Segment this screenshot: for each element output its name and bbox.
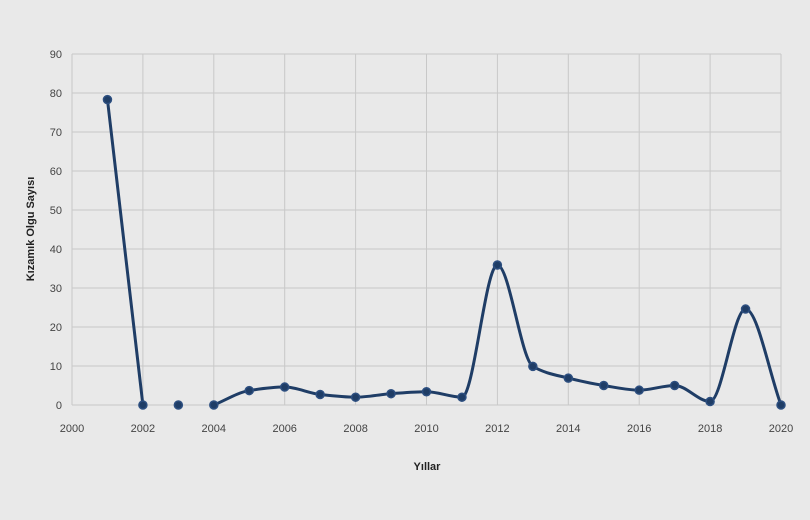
data-point [776,400,786,410]
y-axis-ticks: 0 10 20 30 40 50 60 70 80 90 [50,49,62,412]
data-point [279,382,290,392]
x-axis-title: Yıllar [414,461,442,473]
x-tick-label: 2012 [485,423,509,435]
y-tick-label: 20 [50,322,62,334]
y-tick-label: 30 [50,283,62,295]
y-tick-label: 0 [56,400,62,412]
data-point [244,385,254,396]
series-points [102,94,786,410]
data-point [634,385,644,395]
y-tick-label: 80 [50,88,62,100]
x-tick-label: 2000 [60,423,84,435]
y-tick-label: 10 [50,361,62,373]
x-tick-label: 2002 [131,423,155,435]
x-tick-label: 2020 [769,423,793,435]
data-point [563,373,574,383]
data-point [138,400,148,410]
y-tick-label: 60 [50,166,62,178]
data-point [386,388,396,399]
grid [71,53,782,406]
data-point [705,396,715,407]
y-tick-label: 90 [50,49,62,61]
x-tick-label: 2010 [414,423,438,435]
data-point [528,361,538,372]
series-lines [105,98,783,407]
y-axis-title: Kızamık Olgu Sayısı [25,177,37,282]
data-point [457,392,467,402]
data-point [102,94,113,105]
y-tick-label: 40 [50,244,62,256]
data-point [350,392,361,402]
data-point [173,400,184,410]
x-axis-ticks: 2000 2002 2004 2006 2008 2010 2012 2014 2016 2018… [60,423,793,435]
x-tick-label: 2006 [272,423,296,435]
y-tick-label: 50 [50,205,62,217]
data-point [209,400,219,410]
data-point [669,380,680,391]
data-point [492,260,503,270]
data-point [421,386,432,397]
x-tick-label: 2014 [556,423,580,435]
x-tick-label: 2008 [343,423,367,435]
data-point [599,380,609,391]
data-point [315,389,325,400]
y-tick-label: 70 [50,127,62,139]
data-point [740,304,751,314]
x-tick-label: 2004 [202,423,226,435]
x-tick-label: 2016 [627,423,651,435]
series-line [105,98,145,407]
x-tick-label: 2018 [698,423,722,435]
